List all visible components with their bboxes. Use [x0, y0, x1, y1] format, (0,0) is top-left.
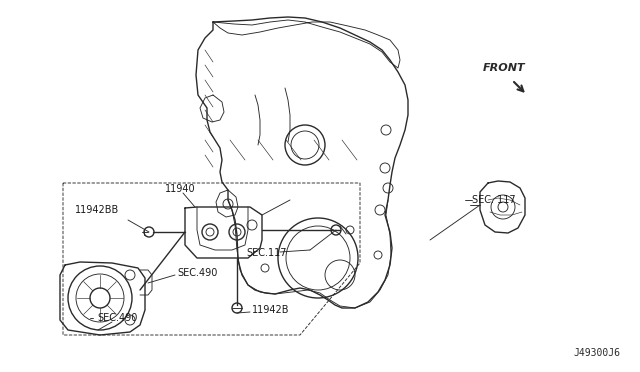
Text: J49300J6: J49300J6	[573, 348, 620, 358]
Text: SEC.117: SEC.117	[246, 248, 287, 258]
Text: FRONT: FRONT	[483, 63, 525, 73]
Text: SEC.490: SEC.490	[97, 313, 138, 323]
Text: 11942BB: 11942BB	[75, 205, 119, 215]
Text: SEC. 117: SEC. 117	[472, 195, 516, 205]
Text: 11942B: 11942B	[252, 305, 289, 315]
Text: SEC.490: SEC.490	[177, 268, 218, 278]
Text: 11940: 11940	[165, 184, 196, 194]
